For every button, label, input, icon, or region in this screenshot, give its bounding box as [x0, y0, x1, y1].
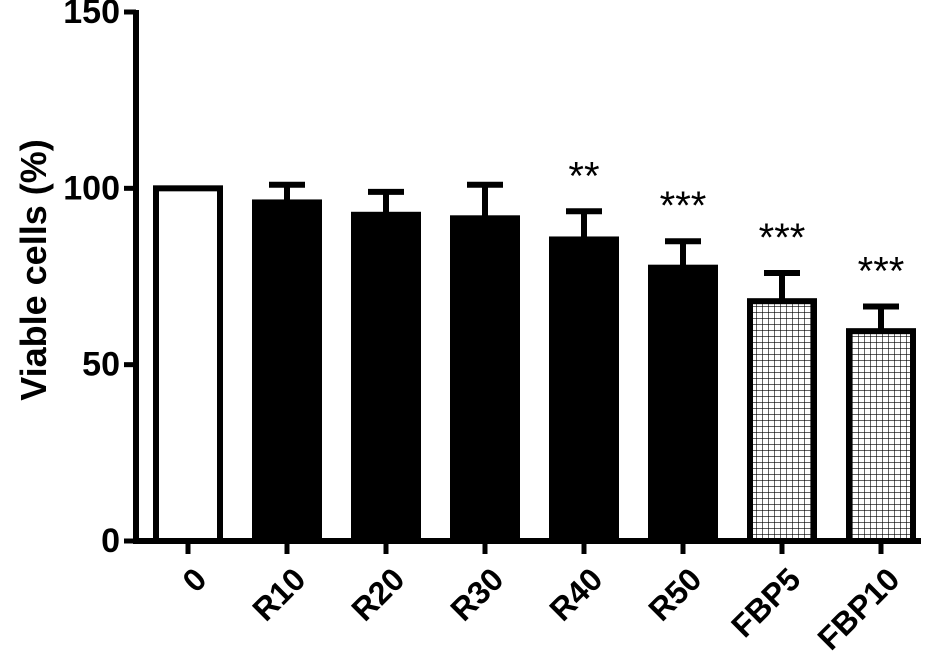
x-tick-label-R10: R10 [245, 561, 312, 628]
bar-R20 [351, 211, 421, 545]
y-tick-label-0: 0 [101, 522, 120, 560]
bar-FBP5 [747, 298, 817, 545]
bars-layer [153, 181, 916, 545]
x-tick-label-FBP10: FBP10 [810, 561, 906, 657]
x-tick-label-FBP5: FBP5 [724, 561, 807, 644]
bar-R30 [450, 215, 520, 544]
y-axis [124, 9, 921, 554]
significance-label-R40: ** [568, 154, 599, 198]
y-axis-title: Viable cells (%) [13, 139, 54, 400]
y-tick-label-50: 50 [82, 346, 120, 384]
y-tick-label-150: 150 [63, 0, 120, 31]
x-tick-label-0: 0 [175, 561, 213, 599]
significance-label-R50: *** [660, 184, 707, 228]
x-tick-label-R20: R20 [344, 561, 411, 628]
bar-0 [153, 185, 223, 544]
bar-R50 [648, 264, 718, 544]
bar-FBP10 [846, 328, 916, 544]
significance-label-FBP5: *** [759, 216, 806, 260]
x-tick-label-R30: R30 [443, 561, 510, 628]
x-tick-label-R50: R50 [641, 561, 708, 628]
x-tick-label-R40: R40 [542, 561, 609, 628]
bar-R40 [549, 236, 619, 544]
significance-label-FBP10: *** [858, 249, 905, 293]
bar-R10 [252, 199, 322, 544]
y-tick-label-100: 100 [63, 169, 120, 207]
